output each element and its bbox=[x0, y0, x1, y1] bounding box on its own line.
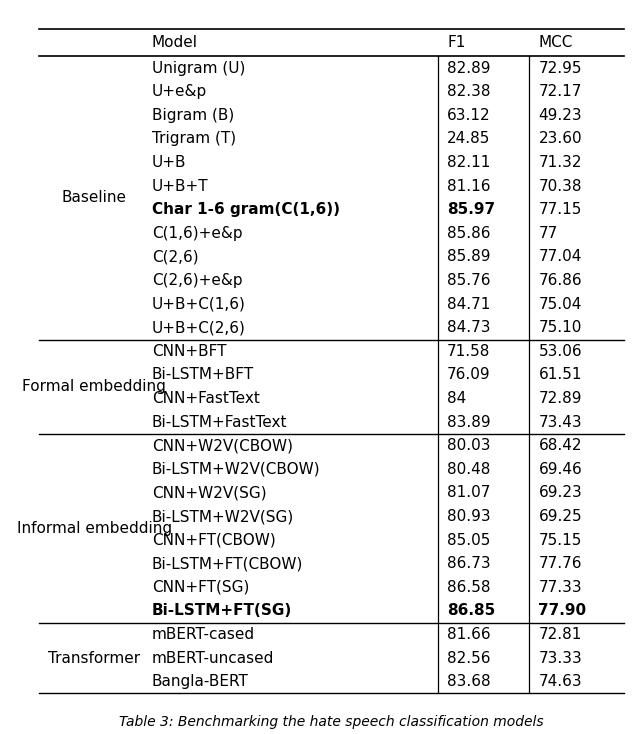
Text: 77.76: 77.76 bbox=[538, 556, 582, 571]
Text: Model: Model bbox=[152, 35, 198, 51]
Text: F1: F1 bbox=[447, 35, 465, 51]
Text: U+e&p: U+e&p bbox=[152, 84, 207, 99]
Text: C(1,6)+e&p: C(1,6)+e&p bbox=[152, 226, 243, 241]
Text: 63.12: 63.12 bbox=[447, 108, 491, 123]
Text: 86.73: 86.73 bbox=[447, 556, 491, 571]
Text: 77.15: 77.15 bbox=[538, 203, 582, 217]
Text: 68.42: 68.42 bbox=[538, 438, 582, 453]
Text: 76.86: 76.86 bbox=[538, 273, 582, 288]
Text: CNN+FT(CBOW): CNN+FT(CBOW) bbox=[152, 533, 276, 548]
Text: 82.89: 82.89 bbox=[447, 61, 491, 76]
Text: 72.17: 72.17 bbox=[538, 84, 582, 99]
Text: 69.46: 69.46 bbox=[538, 462, 582, 477]
Text: mBERT-cased: mBERT-cased bbox=[152, 627, 255, 642]
Text: CNN+W2V(CBOW): CNN+W2V(CBOW) bbox=[152, 438, 293, 453]
Text: Informal embedding: Informal embedding bbox=[17, 521, 172, 536]
Text: U+B+C(1,6): U+B+C(1,6) bbox=[152, 297, 246, 312]
Text: 53.06: 53.06 bbox=[538, 344, 582, 359]
Text: MCC: MCC bbox=[538, 35, 573, 51]
Text: 77.90: 77.90 bbox=[538, 603, 587, 618]
Text: 61.51: 61.51 bbox=[538, 368, 582, 382]
Text: Bi-LSTM+FT(CBOW): Bi-LSTM+FT(CBOW) bbox=[152, 556, 303, 571]
Text: 24.85: 24.85 bbox=[447, 131, 490, 147]
Text: 85.05: 85.05 bbox=[447, 533, 490, 548]
Text: 77.33: 77.33 bbox=[538, 580, 582, 595]
Text: 80.48: 80.48 bbox=[447, 462, 490, 477]
Text: 72.81: 72.81 bbox=[538, 627, 582, 642]
Text: 75.10: 75.10 bbox=[538, 320, 582, 335]
Text: 82.38: 82.38 bbox=[447, 84, 491, 99]
Text: 69.25: 69.25 bbox=[538, 509, 582, 524]
Text: 80.93: 80.93 bbox=[447, 509, 491, 524]
Text: 83.68: 83.68 bbox=[447, 675, 491, 689]
Text: 75.15: 75.15 bbox=[538, 533, 582, 548]
Text: 84.71: 84.71 bbox=[447, 297, 490, 312]
Text: 23.60: 23.60 bbox=[538, 131, 582, 147]
Text: C(2,6)+e&p: C(2,6)+e&p bbox=[152, 273, 243, 288]
Text: 75.04: 75.04 bbox=[538, 297, 582, 312]
Text: 82.56: 82.56 bbox=[447, 650, 491, 666]
Text: Bi-LSTM+FastText: Bi-LSTM+FastText bbox=[152, 415, 287, 429]
Text: Transformer: Transformer bbox=[48, 650, 140, 666]
Text: U+B+C(2,6): U+B+C(2,6) bbox=[152, 320, 246, 335]
Text: 81.16: 81.16 bbox=[447, 178, 491, 194]
Text: CNN+W2V(SG): CNN+W2V(SG) bbox=[152, 485, 267, 501]
Text: Bi-LSTM+W2V(CBOW): Bi-LSTM+W2V(CBOW) bbox=[152, 462, 321, 477]
Text: 74.63: 74.63 bbox=[538, 675, 582, 689]
Text: 85.76: 85.76 bbox=[447, 273, 491, 288]
Text: 71.58: 71.58 bbox=[447, 344, 490, 359]
Text: 85.86: 85.86 bbox=[447, 226, 491, 241]
Text: 77.04: 77.04 bbox=[538, 250, 582, 264]
Text: Formal embedding: Formal embedding bbox=[22, 379, 166, 394]
Text: CNN+BFT: CNN+BFT bbox=[152, 344, 227, 359]
Text: 81.07: 81.07 bbox=[447, 485, 490, 501]
Text: 76.09: 76.09 bbox=[447, 368, 491, 382]
Text: Table 3: Benchmarking the hate speech classification models: Table 3: Benchmarking the hate speech cl… bbox=[119, 715, 544, 729]
Text: 82.11: 82.11 bbox=[447, 155, 490, 170]
Text: 81.66: 81.66 bbox=[447, 627, 491, 642]
Text: 83.89: 83.89 bbox=[447, 415, 491, 429]
Text: U+B: U+B bbox=[152, 155, 186, 170]
Text: 80.03: 80.03 bbox=[447, 438, 491, 453]
Text: Bi-LSTM+BFT: Bi-LSTM+BFT bbox=[152, 368, 254, 382]
Text: Bi-LSTM+FT(SG): Bi-LSTM+FT(SG) bbox=[152, 603, 292, 618]
Text: 86.85: 86.85 bbox=[447, 603, 495, 618]
Text: 73.43: 73.43 bbox=[538, 415, 582, 429]
Text: 72.95: 72.95 bbox=[538, 61, 582, 76]
Text: 84.73: 84.73 bbox=[447, 320, 491, 335]
Text: mBERT-uncased: mBERT-uncased bbox=[152, 650, 275, 666]
Text: C(2,6): C(2,6) bbox=[152, 250, 198, 264]
Text: CNN+FastText: CNN+FastText bbox=[152, 391, 260, 406]
Text: Baseline: Baseline bbox=[61, 190, 127, 206]
Text: 84: 84 bbox=[447, 391, 467, 406]
Text: CNN+FT(SG): CNN+FT(SG) bbox=[152, 580, 250, 595]
Text: Bi-LSTM+W2V(SG): Bi-LSTM+W2V(SG) bbox=[152, 509, 294, 524]
Text: Unigram (U): Unigram (U) bbox=[152, 61, 245, 76]
Text: 85.89: 85.89 bbox=[447, 250, 491, 264]
Text: 70.38: 70.38 bbox=[538, 178, 582, 194]
Text: 71.32: 71.32 bbox=[538, 155, 582, 170]
Text: Bigram (B): Bigram (B) bbox=[152, 108, 234, 123]
Text: 85.97: 85.97 bbox=[447, 203, 495, 217]
Text: 86.58: 86.58 bbox=[447, 580, 491, 595]
Text: Bangla-BERT: Bangla-BERT bbox=[152, 675, 249, 689]
Text: 72.89: 72.89 bbox=[538, 391, 582, 406]
Text: Trigram (T): Trigram (T) bbox=[152, 131, 236, 147]
Text: U+B+T: U+B+T bbox=[152, 178, 209, 194]
Text: 69.23: 69.23 bbox=[538, 485, 582, 501]
Text: 73.33: 73.33 bbox=[538, 650, 582, 666]
Text: 49.23: 49.23 bbox=[538, 108, 582, 123]
Text: Char 1-6 gram(C(1,6)): Char 1-6 gram(C(1,6)) bbox=[152, 203, 340, 217]
Text: 77: 77 bbox=[538, 226, 557, 241]
